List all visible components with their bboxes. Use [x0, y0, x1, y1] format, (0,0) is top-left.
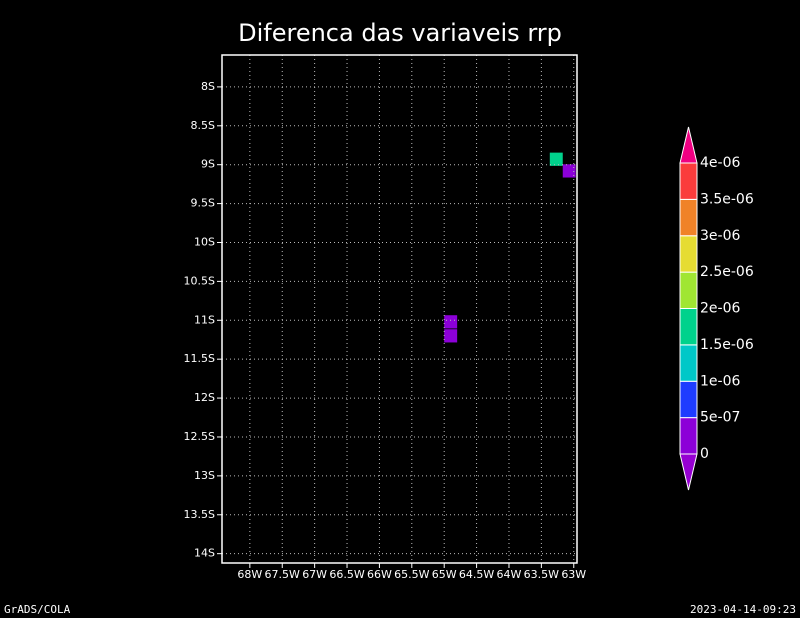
- plot-frame: [221, 54, 578, 564]
- x-tick-label: 66W: [367, 568, 392, 581]
- x-tick-label: 64W: [497, 568, 522, 581]
- colorbar-label: 3.5e-06: [700, 191, 754, 207]
- y-tick-label: 13S: [194, 469, 215, 482]
- y-tick-label: 14S: [194, 547, 215, 560]
- colorbar-under: [679, 453, 698, 491]
- x-tick-label: 66.5W: [329, 568, 364, 581]
- x-tick-label: 65W: [432, 568, 457, 581]
- footer-left: GrADS/COLA: [4, 603, 71, 616]
- colorbar-swatch: [679, 198, 698, 237]
- chart-title: Diferenca das variaveis rrp: [238, 19, 562, 47]
- colorbar-label: 0: [700, 446, 709, 462]
- y-tick-label: 13.5S: [184, 508, 215, 521]
- y-tick-label: 8S: [201, 80, 215, 93]
- colorbar-swatch: [679, 162, 698, 200]
- x-tick-label: 67W: [302, 568, 327, 581]
- colorbar-label: 2.5e-06: [700, 264, 754, 280]
- colorbar-label: 4e-06: [700, 155, 740, 171]
- data-cell: [562, 164, 576, 178]
- colorbar-swatch: [679, 344, 698, 382]
- colorbar-swatch: [679, 235, 698, 273]
- colorbar-label: 5e-07: [700, 410, 740, 426]
- colorbar-swatch: [679, 308, 698, 346]
- colorbar-label: 1.5e-06: [700, 337, 754, 353]
- colorbar-label: 3e-06: [700, 228, 740, 244]
- x-tick-label: 68W: [237, 568, 262, 581]
- y-tick-label: 8.5S: [191, 119, 215, 132]
- colorbar-swatch: [679, 271, 698, 309]
- x-tick-label: 63.5W: [524, 568, 559, 581]
- colorbar-label: 1e-06: [700, 373, 740, 389]
- colorbar-swatch: [679, 417, 698, 455]
- y-tick-label: 12.5S: [184, 430, 215, 443]
- y-tick-label: 9.5S: [191, 197, 215, 210]
- y-tick-label: 10.5S: [184, 274, 215, 287]
- footer-right: 2023-04-14-09:23: [690, 603, 796, 616]
- y-tick-label: 9S: [201, 158, 215, 171]
- colorbar-swatch: [679, 380, 698, 419]
- x-tick-label: 65.5W: [394, 568, 429, 581]
- x-tick-label: 63W: [561, 568, 586, 581]
- y-tick-label: 10S: [194, 235, 215, 248]
- x-tick-label: 64.5W: [459, 568, 494, 581]
- data-cell: [444, 315, 458, 329]
- colorbar-over: [679, 126, 698, 164]
- y-tick-label: 11.5S: [184, 352, 215, 365]
- x-tick-label: 67.5W: [265, 568, 300, 581]
- colorbar-label: 2e-06: [700, 301, 740, 317]
- y-tick-label: 12S: [194, 391, 215, 404]
- data-cell: [549, 152, 563, 166]
- y-tick-label: 11S: [194, 313, 215, 326]
- data-cell: [444, 329, 458, 343]
